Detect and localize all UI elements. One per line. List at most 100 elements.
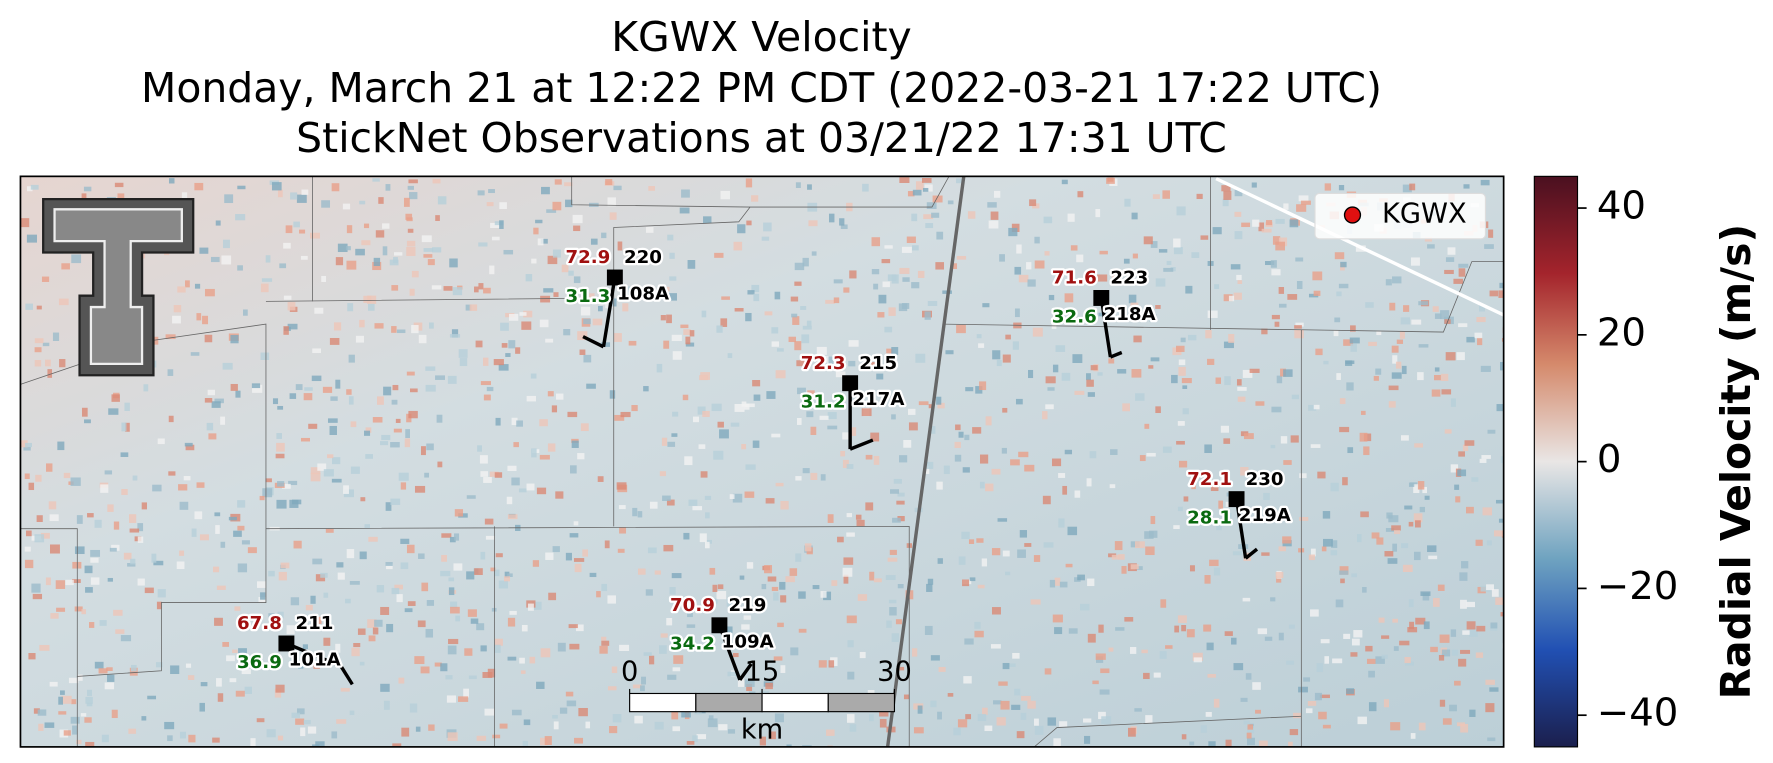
radar-pixel bbox=[1407, 627, 1418, 633]
radar-pixel bbox=[375, 230, 385, 238]
radar-pixel bbox=[533, 227, 539, 235]
radar-pixel bbox=[480, 645, 487, 652]
radar-pixel bbox=[590, 238, 598, 245]
radar-pixel bbox=[1228, 295, 1235, 302]
radar-pixel bbox=[800, 306, 807, 310]
station-id: 109A bbox=[722, 631, 774, 652]
radar-pixel bbox=[382, 246, 388, 256]
radar-pixel bbox=[889, 549, 897, 555]
radar-pixel bbox=[648, 186, 655, 191]
radar-pixel bbox=[812, 585, 820, 590]
radar-pixel bbox=[1237, 396, 1246, 402]
radar-pixel bbox=[906, 236, 916, 244]
wind-barb-staff bbox=[1234, 498, 1248, 559]
radar-pixel bbox=[1278, 287, 1285, 294]
radar-pixel bbox=[616, 482, 627, 490]
radar-pixel bbox=[521, 321, 532, 330]
radar-pixel bbox=[1177, 615, 1187, 624]
radar-pixel bbox=[977, 584, 985, 589]
radar-pixel bbox=[403, 197, 410, 207]
radar-pixel bbox=[293, 221, 300, 228]
radar-pixel bbox=[1234, 211, 1242, 217]
radar-pixel bbox=[1388, 515, 1399, 523]
radar-pixel bbox=[408, 179, 418, 184]
radar-pixel bbox=[313, 663, 320, 669]
radar-pixel bbox=[1097, 372, 1103, 376]
radar-pixel bbox=[1220, 475, 1228, 484]
radar-pixel bbox=[256, 718, 265, 723]
radar-pixel bbox=[340, 687, 350, 692]
radar-pixel bbox=[1460, 723, 1469, 733]
radar-pixel bbox=[1034, 725, 1044, 735]
radar-pixel bbox=[846, 532, 855, 537]
radar-pixel bbox=[374, 619, 383, 627]
radar-pixel bbox=[48, 501, 57, 510]
radar-pixel bbox=[44, 722, 55, 728]
radar-pixel bbox=[335, 643, 341, 653]
radar-pixel bbox=[1456, 722, 1466, 727]
radar-pixel bbox=[367, 619, 377, 628]
radar-pixel bbox=[1310, 609, 1319, 617]
radar-pixel bbox=[536, 681, 545, 689]
radar-pixel bbox=[1143, 672, 1150, 680]
radar-pixel bbox=[1218, 500, 1224, 509]
radar-pixel bbox=[567, 411, 578, 418]
colorbar bbox=[1533, 175, 1579, 748]
radar-pixel bbox=[1490, 622, 1498, 629]
radar-pixel bbox=[727, 729, 736, 734]
radar-pixel bbox=[656, 363, 663, 373]
radar-pixel bbox=[1228, 333, 1235, 343]
radar-pixel bbox=[511, 477, 520, 486]
radar-pixel bbox=[577, 453, 585, 460]
radar-pixel bbox=[981, 558, 988, 567]
radar-pixel bbox=[46, 463, 53, 472]
wind-barb bbox=[738, 662, 753, 681]
radar-pixel bbox=[1185, 285, 1193, 294]
radar-pixel bbox=[61, 263, 70, 270]
radar-pixel bbox=[1206, 642, 1214, 651]
radar-pixel bbox=[1155, 406, 1161, 414]
radar-pixel bbox=[1055, 345, 1066, 352]
radar-pixel bbox=[968, 539, 975, 544]
radar-pixel bbox=[107, 674, 115, 682]
radar-pixel bbox=[111, 709, 118, 719]
radar-pixel bbox=[1487, 429, 1496, 434]
radar-pixel bbox=[1320, 639, 1330, 644]
radar-pixel bbox=[1310, 548, 1316, 557]
radar-pixel bbox=[620, 411, 631, 418]
radar-pixel bbox=[609, 212, 617, 220]
radar-pixel bbox=[1458, 263, 1469, 268]
radar-pixel bbox=[478, 283, 484, 290]
wind-barb-staff bbox=[717, 624, 742, 681]
radar-pixel bbox=[1196, 193, 1203, 200]
radar-pixel bbox=[144, 587, 154, 594]
radar-pixel bbox=[932, 195, 943, 203]
radar-pixel bbox=[330, 396, 338, 401]
radar-pixel bbox=[475, 340, 483, 348]
radar-pixel bbox=[681, 189, 690, 198]
radar-pixel bbox=[212, 737, 220, 743]
radar-pixel bbox=[753, 394, 761, 401]
radar-pixel bbox=[441, 554, 448, 562]
radar-pixel bbox=[716, 591, 727, 600]
radar-pixel bbox=[1265, 261, 1275, 266]
radar-pixel bbox=[991, 548, 1001, 556]
radar-pixel bbox=[1012, 341, 1019, 350]
radar-pixel bbox=[335, 257, 344, 266]
radar-pixel bbox=[759, 736, 766, 746]
radar-pixel bbox=[1271, 314, 1280, 320]
radar-pixel bbox=[307, 726, 317, 734]
radar-pixel bbox=[1021, 695, 1031, 701]
radar-pixel bbox=[1261, 328, 1268, 335]
radar-pixel bbox=[196, 313, 202, 321]
radar-pixel bbox=[513, 442, 519, 448]
radar-pixel bbox=[689, 330, 695, 337]
radar-pixel bbox=[327, 454, 334, 459]
radar-pixel bbox=[1391, 525, 1401, 531]
radar-pixel bbox=[443, 286, 453, 291]
radar-pixel bbox=[437, 461, 443, 468]
radar-pixel bbox=[794, 262, 805, 271]
radar-pixel bbox=[561, 264, 569, 273]
wind-barb bbox=[339, 665, 354, 686]
radar-pixel bbox=[1204, 444, 1212, 454]
